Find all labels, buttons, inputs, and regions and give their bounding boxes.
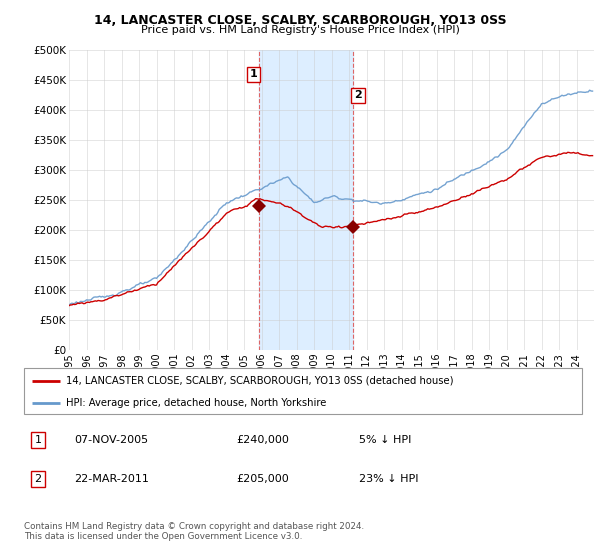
Text: 1: 1 — [250, 69, 257, 80]
Text: 2: 2 — [354, 90, 362, 100]
Text: 23% ↓ HPI: 23% ↓ HPI — [359, 474, 418, 484]
Text: 1: 1 — [34, 435, 41, 445]
Text: 14, LANCASTER CLOSE, SCALBY, SCARBOROUGH, YO13 0SS: 14, LANCASTER CLOSE, SCALBY, SCARBOROUGH… — [94, 14, 506, 27]
Text: HPI: Average price, detached house, North Yorkshire: HPI: Average price, detached house, Nort… — [66, 398, 326, 408]
Text: 14, LANCASTER CLOSE, SCALBY, SCARBOROUGH, YO13 0SS (detached house): 14, LANCASTER CLOSE, SCALBY, SCARBOROUGH… — [66, 376, 454, 386]
Text: 5% ↓ HPI: 5% ↓ HPI — [359, 435, 411, 445]
Text: Price paid vs. HM Land Registry's House Price Index (HPI): Price paid vs. HM Land Registry's House … — [140, 25, 460, 35]
Bar — [259, 50, 353, 350]
Text: Contains HM Land Registry data © Crown copyright and database right 2024.
This d: Contains HM Land Registry data © Crown c… — [24, 522, 364, 542]
Text: £240,000: £240,000 — [236, 435, 289, 445]
Text: 22-MAR-2011: 22-MAR-2011 — [74, 474, 149, 484]
Text: 2: 2 — [34, 474, 41, 484]
Text: 07-NOV-2005: 07-NOV-2005 — [74, 435, 148, 445]
Text: £205,000: £205,000 — [236, 474, 289, 484]
